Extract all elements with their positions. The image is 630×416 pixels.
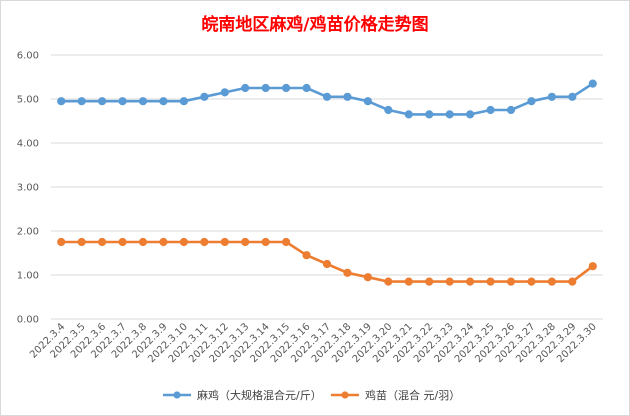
data-point: [425, 110, 434, 119]
data-point: [282, 83, 291, 93]
y-tick-label: 1.00: [17, 271, 39, 282]
data-point: [363, 97, 372, 106]
data-point: [220, 237, 229, 247]
chart-title: 皖南地区麻鸡/鸡苗价格走势图: [201, 14, 428, 35]
data-point: [588, 262, 597, 271]
data-point: [98, 237, 107, 247]
data-point: [527, 97, 536, 106]
data-point: [98, 97, 107, 106]
data-point: [200, 237, 209, 247]
data-point: [527, 277, 536, 286]
data-point: [466, 277, 475, 286]
data-point: [57, 97, 66, 106]
data-point: [343, 92, 352, 101]
data-point: [547, 92, 556, 101]
data-point: [486, 105, 495, 115]
data-point: [77, 97, 86, 106]
data-point: [568, 92, 577, 101]
legend-swatch-marker: [173, 391, 181, 399]
data-point: [322, 92, 332, 101]
data-point: [384, 277, 393, 286]
series-2: [57, 237, 597, 286]
data-point: [322, 259, 332, 269]
data-point: [220, 88, 229, 97]
data-point: [363, 273, 372, 282]
data-point: [118, 97, 127, 106]
data-point: [302, 251, 311, 260]
legend-label: 鸡苗（混合 元/羽）: [365, 388, 460, 402]
data-point: [118, 237, 127, 247]
data-point: [568, 277, 577, 286]
data-point: [445, 277, 454, 286]
data-point: [506, 105, 516, 115]
series-layer: [57, 79, 597, 286]
data-point: [404, 277, 413, 286]
data-point: [547, 277, 556, 286]
y-tick-label: 2.00: [17, 227, 39, 238]
y-tick-label: 3.00: [17, 183, 39, 194]
data-point: [343, 268, 352, 277]
data-point: [179, 97, 188, 106]
data-point: [261, 237, 270, 247]
data-point: [138, 237, 148, 247]
data-point: [466, 110, 475, 119]
data-point: [57, 237, 66, 247]
series-1: [57, 79, 597, 119]
data-point: [179, 237, 188, 247]
data-point: [384, 105, 393, 115]
data-point: [445, 110, 454, 119]
data-point: [159, 237, 168, 247]
y-tick-label: 6.00: [17, 51, 39, 62]
legend-item: 鸡苗（混合 元/羽）: [331, 388, 460, 402]
y-tick-label: 0.00: [17, 315, 39, 326]
data-point: [588, 79, 597, 88]
data-point: [302, 83, 311, 93]
data-point: [404, 110, 413, 119]
data-point: [159, 97, 168, 106]
data-point: [200, 92, 209, 101]
data-point: [486, 277, 495, 286]
data-point: [261, 83, 270, 93]
data-point: [282, 237, 291, 247]
data-point: [241, 83, 250, 93]
y-tick-label: 4.00: [17, 139, 39, 150]
data-point: [77, 237, 86, 247]
data-point: [425, 277, 434, 286]
y-tick-label: 5.00: [17, 95, 39, 106]
y-axis-ticks: 0.00 1.00 2.00 3.00 4.00 5.00 6.00: [17, 51, 39, 326]
legend-label: 麻鸡（大规格混合元/斤）: [197, 388, 322, 402]
data-point: [506, 277, 516, 286]
legend-swatch-marker: [341, 391, 349, 399]
data-point: [241, 237, 250, 247]
data-point: [138, 97, 148, 106]
legend: 麻鸡（大规格混合元/斤） 鸡苗（混合 元/羽）: [163, 388, 460, 402]
legend-item: 麻鸡（大规格混合元/斤）: [163, 388, 322, 402]
x-axis-ticks: 2022.3.42022.3.52022.3.62022.3.72022.3.8…: [28, 321, 599, 365]
